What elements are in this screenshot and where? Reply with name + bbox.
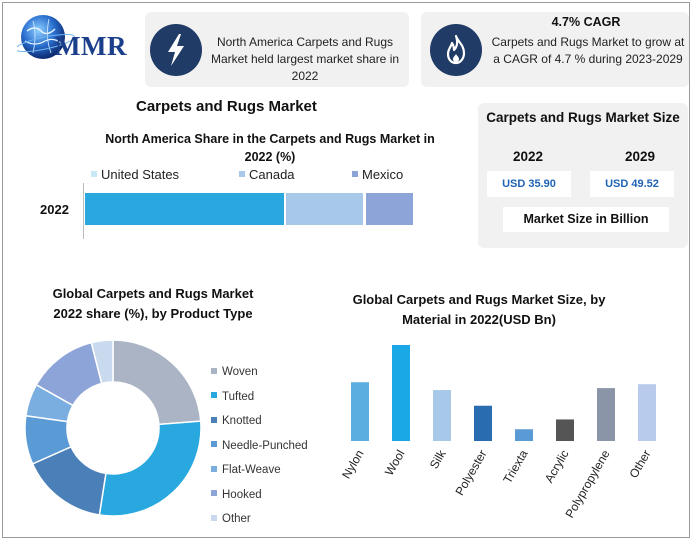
lightning-icon xyxy=(150,24,202,76)
legend-swatch xyxy=(211,514,217,521)
legend-swatch xyxy=(352,170,358,177)
material-bar-acrylic xyxy=(556,419,574,441)
market-size-box: Carpets and Rugs Market Size 2022 2029 U… xyxy=(478,103,688,248)
value-2022: USD 35.90 xyxy=(487,171,571,197)
legend-label: Tufted xyxy=(222,390,255,403)
legend-swatch xyxy=(211,465,217,472)
legend-label: Hooked xyxy=(222,488,262,501)
material-tick-label-acrylic: Acrylic xyxy=(542,448,572,486)
material-bar-other xyxy=(638,384,656,441)
material-bar-polypropylene xyxy=(597,388,615,441)
material-bar-wool xyxy=(392,345,410,441)
material-bar-nylon xyxy=(351,382,369,441)
donut-slice-tufted xyxy=(98,420,202,517)
material-bar-silk xyxy=(433,390,451,441)
legend-label: Knotted xyxy=(222,415,262,427)
legend-label: Canada xyxy=(249,167,295,182)
legend-mexico: Mexico xyxy=(352,167,403,182)
year-2022-label: 2022 xyxy=(512,149,544,164)
legend-swatch xyxy=(211,392,217,399)
year-2029-label: 2029 xyxy=(624,149,656,164)
material-tick-label-triexta: Triexta xyxy=(500,447,530,486)
globe-icon xyxy=(17,15,75,59)
legend-swatch xyxy=(211,441,217,448)
cagr-info-text: Carpets and Rugs Market to grow at a CAG… xyxy=(491,35,685,66)
na-category-label: 2022 xyxy=(40,202,69,217)
material-bar-chart: Nylon Wool Silk Polyester Triexta AcrylicPoly… xyxy=(339,345,656,520)
legend-label: Needle-Punched xyxy=(222,439,308,452)
legend-swatch xyxy=(91,170,97,177)
material-bar-polyester xyxy=(474,405,492,441)
legend-swatch xyxy=(211,416,217,423)
donut-legend-item-hooked: Hooked xyxy=(211,489,262,501)
na-chart-title: North America Share in the Carpets and R… xyxy=(105,132,435,164)
donut-legend-item-knotted: Knotted xyxy=(211,415,262,427)
donut-legend-item-needle-punched: Needle-Punched xyxy=(211,440,308,452)
logo-text: MMR xyxy=(55,31,127,61)
donut-legend-item-other: Other xyxy=(211,513,251,525)
na-chart-axis xyxy=(83,183,84,239)
north-america-info-box: North America Carpets and Rugs Market he… xyxy=(145,12,409,87)
legend-canada: Canada xyxy=(239,167,295,182)
material-tick-label-wool: Wool xyxy=(382,448,408,478)
na-bar-segment-mexico xyxy=(365,193,413,225)
cagr-title: 4.7% CAGR xyxy=(551,15,621,29)
market-size-title: Carpets and Rugs Market Size xyxy=(486,110,680,125)
material-bar-triexta xyxy=(515,429,533,441)
north-america-info-text: North America Carpets and Rugs Market he… xyxy=(210,35,400,83)
flame-icon xyxy=(430,24,482,76)
legend-label: Other xyxy=(222,513,251,525)
legend-label: Woven xyxy=(222,366,258,378)
donut-chart xyxy=(24,339,202,517)
cagr-info-box: 4.7% CAGR Carpets and Rugs Market to gro… xyxy=(421,12,689,87)
page-title: Carpets and Rugs Market xyxy=(136,98,317,115)
material-tick-label-polypropylene: Polypropylene xyxy=(562,447,612,520)
legend-united-states: United States xyxy=(91,167,179,182)
legend-swatch xyxy=(239,170,245,177)
material-tick-label-nylon: Nylon xyxy=(339,448,366,482)
value-2029: USD 49.52 xyxy=(590,171,674,197)
legend-label: Mexico xyxy=(362,167,404,182)
legend-swatch xyxy=(211,367,217,374)
market-size-unit: Market Size in Billion xyxy=(503,207,669,232)
legend-label: Flat-Weave xyxy=(222,464,281,476)
donut-legend-item-tufted: Tufted xyxy=(211,391,254,403)
donut-slice-other xyxy=(90,339,114,385)
donut-legend-item-woven: Woven xyxy=(211,366,258,378)
material-chart-title: Global Carpets and Rugs Market Size, by … xyxy=(352,292,606,327)
material-tick-label-silk: Silk xyxy=(427,447,449,472)
material-tick-label-other: Other xyxy=(626,448,653,481)
legend-label: United States xyxy=(101,167,180,182)
na-bar-segment-canada xyxy=(286,193,364,225)
na-bar-segment-united-states xyxy=(85,193,285,225)
donut-legend-item-flat-weave: Flat-Weave xyxy=(211,464,281,476)
material-tick-label-polyester: Polyester xyxy=(452,448,489,498)
donut-chart-title: Global Carpets and Rugs Market 2022 shar… xyxy=(52,286,254,321)
legend-swatch xyxy=(211,490,217,497)
